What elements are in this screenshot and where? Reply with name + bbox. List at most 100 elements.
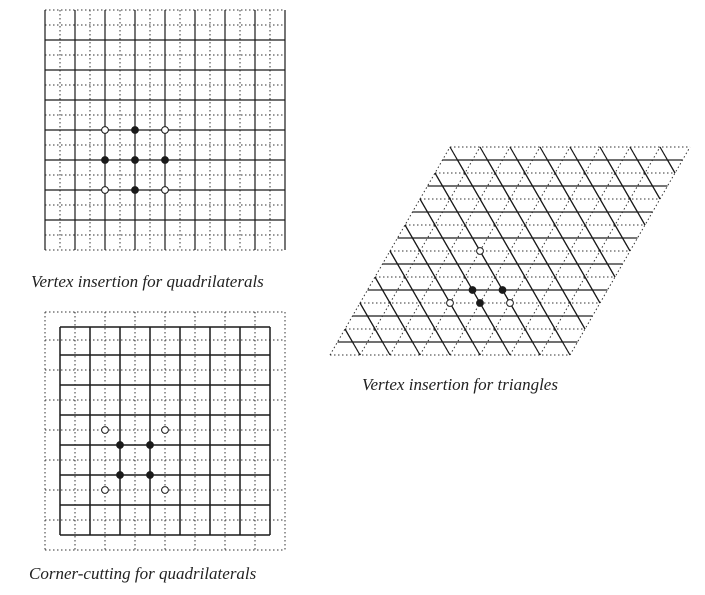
solid-edge [456, 263, 474, 291]
solid-edge [501, 341, 511, 356]
solid-edge [659, 146, 669, 161]
solid-edge [561, 185, 579, 213]
filled-vertex [116, 441, 124, 449]
solid-edge [471, 341, 481, 356]
solid-edge [636, 159, 654, 187]
filled-vertex [116, 471, 124, 479]
solid-edge [591, 185, 609, 213]
solid-edge [396, 263, 414, 291]
quad-vertex-insertion-diagram [44, 9, 286, 251]
solid-edge [359, 302, 369, 317]
solid-edge [546, 263, 564, 291]
open-vertex [506, 299, 514, 307]
open-vertex [446, 299, 454, 307]
solid-edge [569, 146, 579, 161]
solid-edge [426, 315, 444, 343]
triangle-vertex-insertion-diagram [329, 146, 691, 356]
filled-vertex [146, 471, 154, 479]
solid-edge [411, 341, 421, 356]
open-vertex [476, 247, 484, 255]
filled-vertex [468, 286, 477, 294]
filled-vertex [131, 156, 139, 164]
solid-edge [576, 315, 586, 330]
solid-edge [486, 211, 504, 239]
solid-edge [426, 263, 444, 291]
open-vertex [161, 486, 169, 494]
solid-edge [599, 146, 609, 161]
solid-edge [501, 237, 519, 265]
open-vertex [161, 186, 169, 194]
solid-edge [531, 185, 549, 213]
solid-edge [516, 159, 534, 187]
solid-edge [501, 185, 519, 213]
solid-edge [629, 146, 639, 161]
solid-edge [539, 146, 549, 161]
solid-edge [546, 159, 564, 187]
filled-vertex [161, 156, 169, 164]
filled-vertex [498, 286, 507, 294]
solid-edge [606, 211, 624, 239]
solid-edge [621, 185, 639, 213]
solid-edge [441, 185, 459, 213]
solid-edge [531, 237, 549, 265]
solid-edge [471, 185, 489, 213]
solid-edge [531, 341, 541, 356]
solid-edge [546, 315, 564, 343]
solid-edge [546, 211, 564, 239]
solid-edge [509, 146, 519, 161]
filled-vertex [131, 186, 139, 194]
solid-edge [351, 341, 361, 356]
open-vertex [161, 426, 169, 434]
solid-edge [366, 315, 384, 343]
solid-edge [389, 250, 399, 265]
solid-edge [621, 237, 631, 252]
solid-edge [381, 341, 391, 356]
solid-edge [441, 341, 451, 356]
solid-edge [486, 263, 504, 291]
open-vertex [101, 426, 109, 434]
solid-edge [516, 315, 534, 343]
solid-edge [636, 211, 646, 226]
filled-vertex [131, 126, 139, 134]
solid-edge [561, 289, 579, 317]
solid-edge [404, 224, 414, 239]
quad-corner-cutting-diagram [44, 311, 286, 551]
solid-edge [531, 289, 549, 317]
solid-edge [486, 315, 504, 343]
caption-quad-vertex-insertion: Vertex insertion for quadrilaterals [31, 272, 264, 291]
filled-vertex [476, 299, 484, 307]
solid-edge [344, 328, 354, 343]
solid-edge [606, 263, 616, 278]
open-vertex [161, 126, 169, 134]
caption-triangle-vertex-insertion: Vertex insertion for triangles [362, 375, 558, 394]
solid-edge [426, 211, 444, 239]
solid-edge [419, 198, 429, 213]
solid-edge [561, 237, 579, 265]
solid-edge [591, 237, 609, 265]
solid-edge [479, 146, 489, 161]
solid-edge [561, 341, 571, 356]
open-vertex [101, 486, 109, 494]
solid-edge [651, 185, 661, 200]
solid-edge [516, 211, 534, 239]
solid-edge [381, 289, 399, 317]
solid-edge [411, 237, 429, 265]
filled-vertex [146, 441, 154, 449]
solid-edge [666, 159, 676, 174]
solid-edge [576, 159, 594, 187]
caption-quad-corner-cutting: Corner-cutting for quadrilaterals [29, 564, 257, 583]
solid-edge [591, 289, 601, 304]
solid-edge [456, 315, 474, 343]
solid-edge [576, 263, 594, 291]
solid-edge [576, 211, 594, 239]
solid-edge [486, 159, 504, 187]
filled-vertex [101, 156, 109, 164]
open-vertex [101, 126, 109, 134]
solid-edge [456, 159, 474, 187]
solid-edge [441, 237, 459, 265]
solid-edge [449, 146, 459, 161]
solid-edge [516, 263, 534, 291]
solid-edge [434, 172, 444, 187]
solid-edge [374, 276, 384, 291]
